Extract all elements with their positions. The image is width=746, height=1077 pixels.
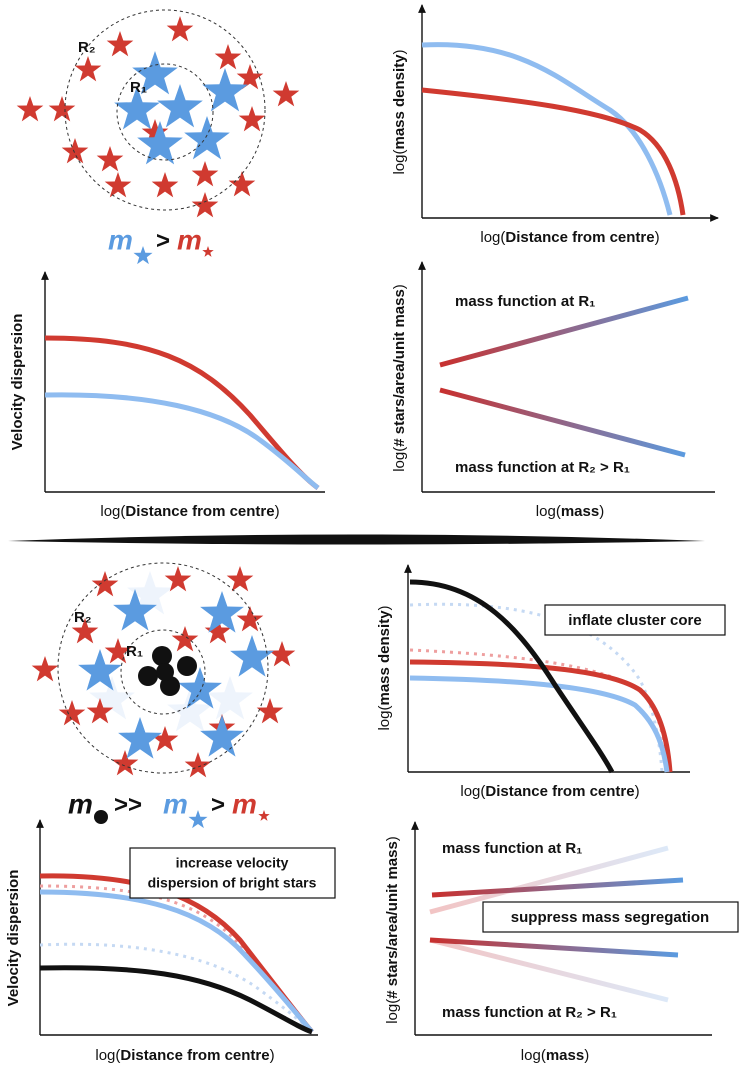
r2-label: R₂ — [78, 39, 96, 56]
red-curve — [44, 335, 320, 491]
red-star — [58, 700, 86, 726]
legend-m: m — [232, 788, 257, 819]
legend-star — [133, 246, 153, 265]
annotation-box — [544, 604, 726, 636]
mf-r1-label: mass function at R₁ — [442, 840, 582, 857]
red-star — [191, 192, 219, 218]
legend-m: m — [68, 788, 93, 819]
blue-curve — [409, 675, 670, 773]
annotation: increase velocity — [176, 855, 289, 871]
legend-m: m — [163, 788, 188, 819]
blue-star — [230, 635, 274, 677]
legend-op: > — [211, 791, 225, 818]
legend-op: >> — [114, 791, 142, 818]
blue-dotted-curve — [39, 942, 314, 1034]
red-star — [91, 571, 119, 597]
red-star — [272, 81, 300, 107]
r1-circle — [120, 629, 206, 715]
annotation: dispersion of bright stars — [148, 875, 317, 891]
red-star — [191, 161, 219, 187]
red-star — [236, 606, 264, 632]
blue-star — [137, 121, 183, 165]
red-curve — [409, 659, 673, 773]
annotation-box — [129, 847, 336, 899]
x-label: log(Distance from centre) — [100, 503, 279, 520]
blue-curve — [421, 42, 673, 216]
red-star — [96, 146, 124, 172]
annotation: inflate cluster core — [568, 612, 701, 629]
red-star — [171, 626, 199, 652]
x-label: log(Distance from centre) — [480, 229, 659, 246]
mf-r1-line — [439, 295, 689, 368]
x-label: log(mass) — [521, 1047, 589, 1064]
black-curve — [39, 965, 313, 1035]
blue-curve — [44, 392, 320, 490]
x-label: log(mass) — [536, 503, 604, 520]
mf-r2-faded — [429, 937, 669, 1003]
mf-r2-line — [439, 387, 686, 458]
red-star — [268, 641, 296, 667]
mf-r1-line — [431, 877, 684, 898]
y-label: Velocity dispersion — [5, 870, 22, 1007]
red-star — [111, 750, 139, 776]
legend-star — [188, 810, 208, 829]
r1-label: R₁ — [130, 79, 147, 96]
faded-star — [207, 676, 253, 720]
red-star — [256, 698, 284, 724]
legend-m: m — [177, 224, 202, 255]
black-curve — [409, 579, 615, 774]
red-star — [226, 566, 254, 592]
blue-curve — [39, 889, 314, 1034]
red-star — [106, 31, 134, 57]
x-label: log(Distance from centre) — [460, 783, 639, 800]
legend-dot — [94, 810, 108, 824]
y-label: log(mass density) — [376, 605, 393, 730]
red-star — [61, 138, 89, 164]
blue-star — [200, 715, 244, 757]
black-holes — [138, 646, 197, 696]
legend-op: > — [156, 227, 170, 254]
mf-r2-line — [429, 937, 679, 958]
blue-star — [200, 591, 244, 633]
red-star — [151, 726, 179, 752]
mf-r1-faded — [429, 845, 669, 915]
red-star — [31, 656, 59, 682]
red-star — [48, 96, 76, 122]
red-star — [184, 752, 212, 778]
legend-star — [258, 810, 270, 821]
x-label: log(Distance from centre) — [95, 1047, 274, 1064]
r2-circle — [64, 9, 266, 211]
y-label: log(# stars/area/unit mass) — [391, 284, 408, 472]
y-label: Velocity dispersion — [9, 314, 26, 451]
red-star — [151, 172, 179, 198]
red-star — [214, 44, 242, 70]
legend-m: m — [108, 224, 133, 255]
red-star — [228, 171, 256, 197]
annotation: suppress mass segregation — [511, 909, 709, 926]
red-star — [166, 16, 194, 42]
mf-r2-label: mass function at R₂ > R₁ — [442, 1004, 617, 1021]
r2-label: R₂ — [74, 609, 92, 626]
red-star — [238, 106, 266, 132]
r1-label: R₁ — [126, 643, 143, 660]
mf-r1-label: mass function at R₁ — [455, 293, 595, 310]
divider — [8, 534, 705, 545]
r1-circle — [116, 63, 214, 161]
y-label: log(mass density) — [391, 49, 408, 174]
red-star — [16, 96, 44, 122]
annotation-box — [482, 901, 739, 933]
legend-star — [202, 246, 214, 257]
r2-circle — [57, 562, 269, 774]
red-star — [104, 172, 132, 198]
red-curve — [421, 87, 686, 216]
y-label: log(# stars/area/unit mass) — [384, 836, 401, 1024]
mf-r2-label: mass function at R₂ > R₁ — [455, 459, 630, 476]
